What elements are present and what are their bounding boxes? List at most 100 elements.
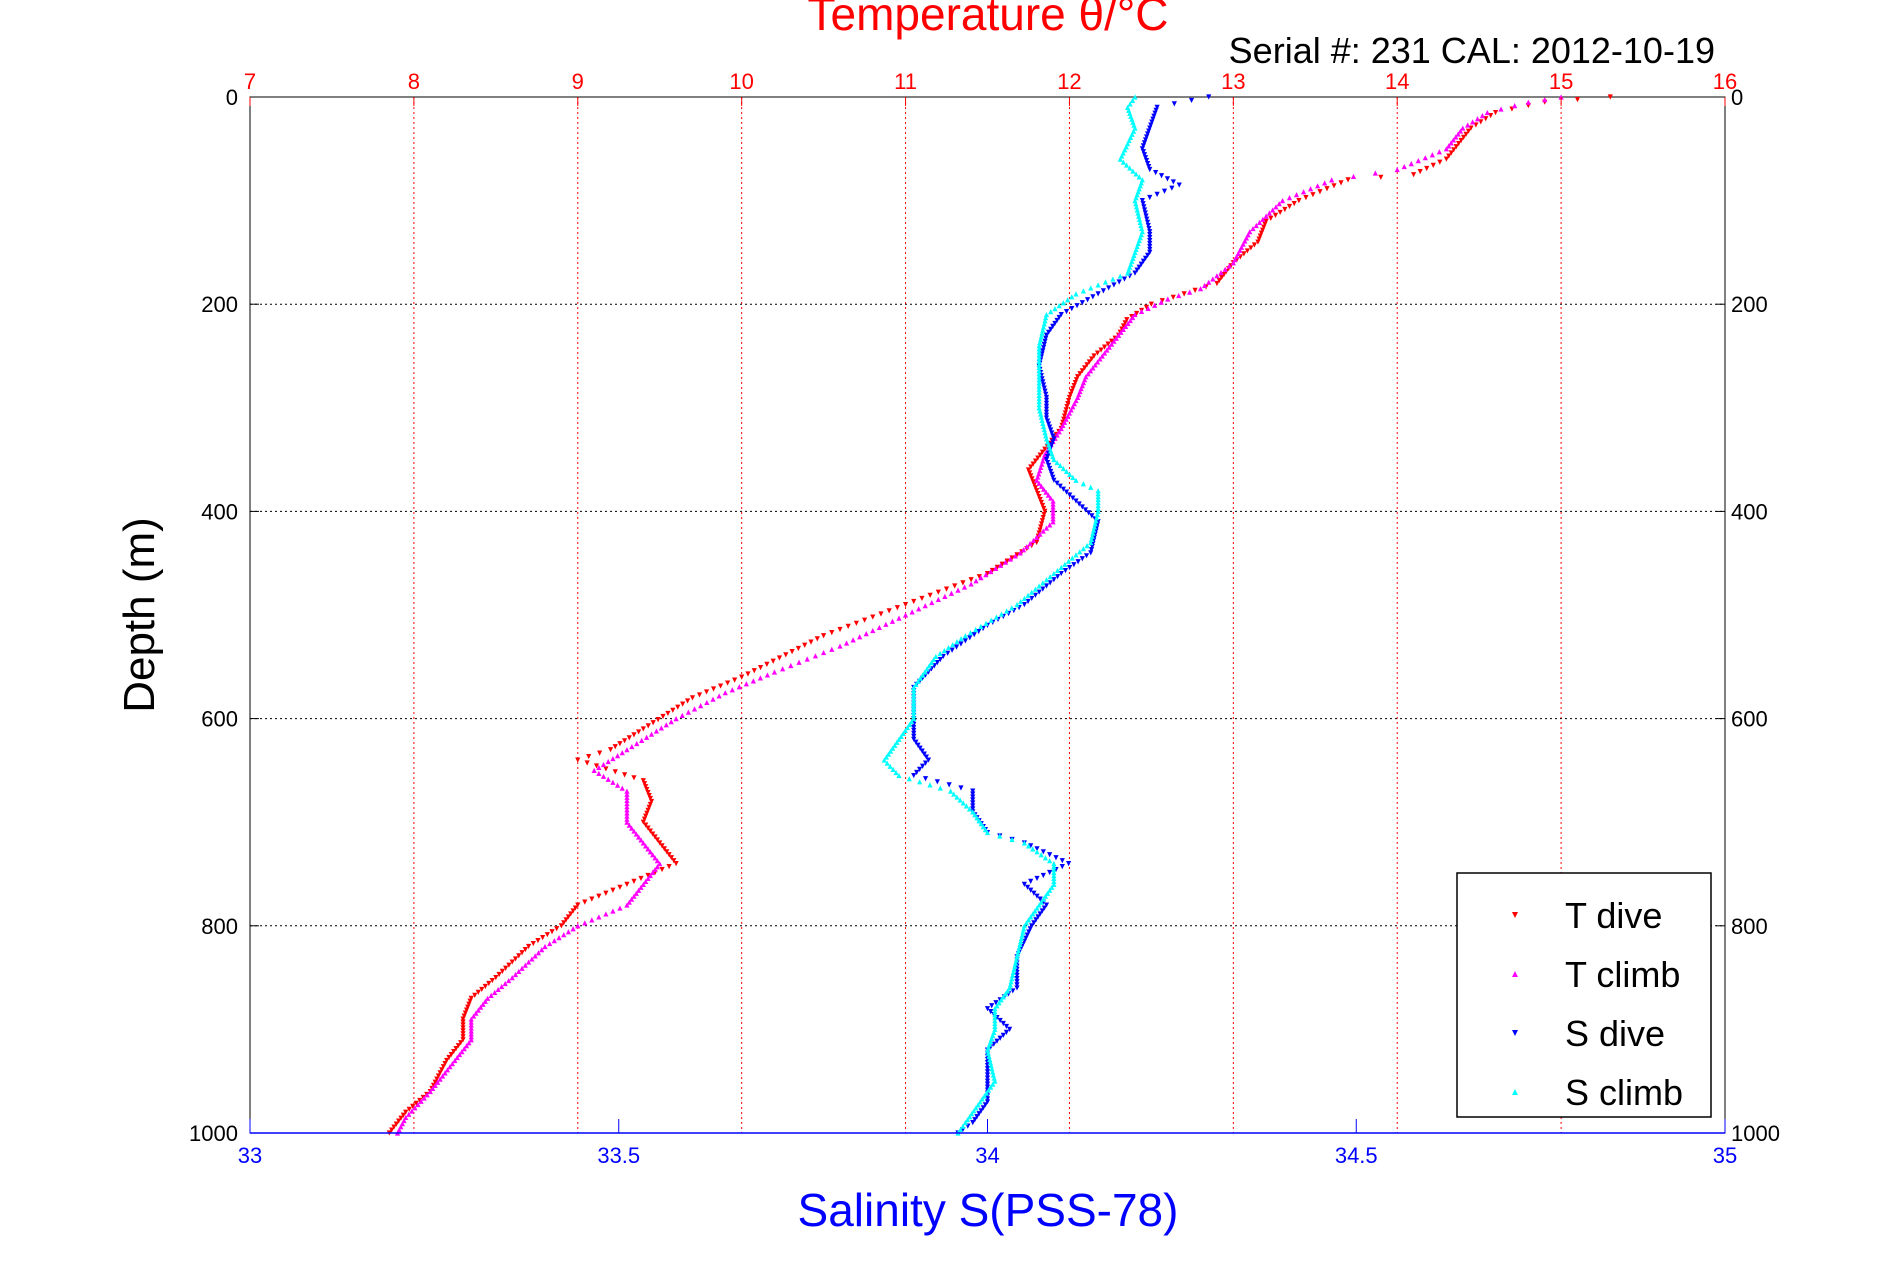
data-point	[542, 943, 548, 950]
data-point	[914, 769, 920, 776]
data-point	[1039, 518, 1046, 524]
data-point	[729, 687, 735, 693]
data-point	[1094, 511, 1100, 518]
data-point	[1004, 988, 1011, 994]
data-point	[488, 992, 494, 998]
data-point	[1456, 141, 1462, 147]
data-point	[1307, 186, 1314, 192]
data-point	[1028, 464, 1034, 470]
data-point	[1075, 559, 1081, 565]
data-point	[1044, 890, 1051, 896]
data-point	[610, 887, 616, 893]
data-point	[633, 831, 639, 837]
data-point	[633, 890, 639, 896]
data-point	[829, 630, 835, 636]
top-axis-title: Temperature θ/°C	[808, 0, 1169, 40]
data-point	[994, 1038, 1000, 1044]
data-point	[1036, 386, 1042, 392]
data-point	[1017, 550, 1023, 556]
data-point	[1324, 186, 1330, 192]
data-point	[913, 681, 919, 688]
data-point	[468, 1037, 474, 1043]
data-point	[1218, 269, 1224, 276]
data-point	[650, 852, 656, 858]
data-point	[935, 589, 941, 595]
data-point	[917, 779, 923, 785]
data-point	[911, 700, 917, 706]
data-point	[1277, 209, 1283, 216]
data-point	[795, 645, 801, 652]
data-point	[997, 833, 1003, 839]
data-point	[1152, 302, 1158, 308]
data-point	[1133, 201, 1139, 207]
data-point	[1054, 459, 1060, 466]
data-point	[1080, 546, 1086, 552]
y-axis-title: Depth (m)	[115, 517, 164, 713]
data-point	[1073, 552, 1079, 558]
data-point	[960, 1123, 966, 1129]
data-point	[1043, 403, 1050, 409]
data-point	[460, 1019, 466, 1025]
data-point	[1016, 944, 1022, 951]
data-point	[679, 712, 685, 718]
data-point	[1492, 109, 1499, 116]
grid-layer	[250, 97, 1725, 1133]
data-point	[958, 636, 964, 642]
data-point	[461, 1013, 467, 1019]
data-point	[996, 1000, 1002, 1006]
data-point	[1024, 884, 1031, 890]
data-point	[902, 602, 909, 608]
data-point	[496, 971, 502, 978]
data-point	[999, 561, 1005, 567]
data-point	[1266, 210, 1272, 216]
data-point	[435, 1073, 442, 1079]
data-point	[1051, 878, 1057, 884]
data-point	[998, 997, 1004, 1003]
data-point	[978, 1108, 984, 1114]
data-point	[1066, 397, 1072, 404]
data-point	[970, 803, 976, 809]
data-point	[894, 605, 900, 611]
data-point	[685, 709, 692, 715]
data-point	[1021, 923, 1027, 929]
data-point	[926, 663, 932, 669]
data-point	[439, 1067, 445, 1073]
data-point	[589, 896, 595, 902]
data-point	[1188, 97, 1195, 104]
data-point	[626, 822, 632, 828]
data-point	[1047, 424, 1053, 430]
data-point	[1317, 189, 1323, 195]
data-point	[1136, 216, 1143, 222]
data-point	[1031, 890, 1037, 896]
data-point	[837, 626, 843, 633]
data-point	[1021, 840, 1027, 846]
data-point	[911, 724, 917, 731]
data-point	[1058, 570, 1064, 577]
data-point	[1029, 476, 1035, 482]
temperature-tick-label: 10	[729, 69, 753, 94]
data-point	[624, 794, 630, 800]
data-point	[1040, 379, 1046, 385]
data-point	[971, 1108, 977, 1114]
data-point	[893, 769, 899, 776]
data-point	[935, 596, 941, 603]
temperature-tick-label: 7	[244, 69, 256, 94]
data-point	[732, 677, 738, 683]
data-point	[563, 917, 569, 923]
data-point	[904, 724, 911, 731]
data-point	[970, 794, 976, 800]
data-point	[985, 1050, 991, 1056]
data-point	[1104, 347, 1110, 353]
data-point	[624, 810, 630, 816]
data-point	[957, 797, 963, 803]
data-point	[1453, 134, 1459, 140]
data-point	[989, 567, 996, 574]
data-point	[1087, 368, 1094, 374]
data-point	[468, 1019, 474, 1025]
data-point	[1512, 103, 1518, 109]
data-point	[558, 923, 564, 929]
data-point	[1060, 486, 1066, 492]
data-point	[396, 1118, 402, 1124]
data-point	[981, 1093, 987, 1099]
data-point	[937, 656, 943, 663]
